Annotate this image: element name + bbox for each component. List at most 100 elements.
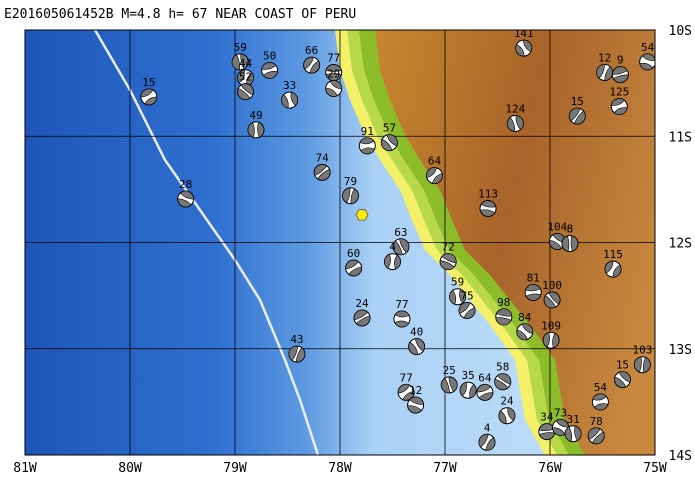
depth-label: 100 bbox=[542, 279, 562, 292]
compressional-quadrant bbox=[542, 332, 550, 348]
depth-label: 44 bbox=[239, 57, 253, 70]
focal-mechanism: 4 bbox=[478, 421, 496, 451]
depth-label: 58 bbox=[496, 361, 509, 374]
compressional-quadrant bbox=[329, 80, 343, 90]
compressional-quadrant bbox=[643, 356, 651, 373]
compressional-quadrant bbox=[394, 310, 410, 318]
compressional-quadrant bbox=[426, 167, 437, 178]
compressional-quadrant bbox=[574, 425, 582, 442]
compressional-quadrant bbox=[177, 198, 192, 208]
compressional-quadrant bbox=[507, 407, 516, 421]
depth-label: 59 bbox=[234, 41, 247, 54]
compressional-quadrant bbox=[140, 88, 154, 98]
compressional-quadrant bbox=[179, 190, 194, 200]
depth-label: 31 bbox=[566, 413, 579, 426]
depth-label: 35 bbox=[461, 369, 474, 382]
focal-mechanism: 25 bbox=[440, 364, 458, 394]
compressional-quadrant bbox=[478, 392, 494, 401]
depth-label: 84 bbox=[518, 311, 532, 324]
compressional-quadrant bbox=[612, 74, 629, 83]
compressional-quadrant bbox=[325, 64, 342, 72]
compressional-quadrant bbox=[548, 291, 561, 305]
compressional-quadrant bbox=[458, 302, 471, 314]
depth-label: 75 bbox=[460, 290, 473, 303]
focal-mechanism: 12 bbox=[596, 52, 614, 81]
compressional-quadrant bbox=[494, 378, 509, 390]
focal-mechanism: 15 bbox=[613, 359, 631, 389]
compressional-quadrant bbox=[497, 373, 512, 385]
focal-mechanism: 98 bbox=[495, 296, 513, 326]
compressional-quadrant bbox=[476, 384, 492, 393]
focal-mechanism: 60 bbox=[345, 247, 363, 277]
focal-mechanism: 72 bbox=[439, 241, 457, 271]
depth-label: 72 bbox=[442, 241, 455, 254]
depth-label: 15 bbox=[142, 76, 155, 89]
compressional-quadrant bbox=[612, 264, 622, 278]
focal-mechanism: 54 bbox=[639, 41, 655, 71]
focal-mechanism: 78 bbox=[587, 415, 605, 445]
compressional-quadrant bbox=[498, 410, 507, 424]
lat-label: 12S bbox=[669, 237, 692, 252]
depth-label: 60 bbox=[347, 247, 360, 260]
frame bbox=[24, 29, 656, 456]
focal-mechanism: 115 bbox=[603, 248, 623, 278]
compressional-quadrant bbox=[439, 260, 455, 271]
focal-mechanism: 125 bbox=[609, 86, 629, 115]
compressional-quadrant bbox=[592, 393, 607, 401]
depth-label: 66 bbox=[305, 44, 318, 57]
title: E201605061452B M=4.8 h= 67 NEAR COAST OF… bbox=[4, 7, 356, 22]
depth-label: 52 bbox=[239, 71, 252, 84]
compressional-quadrant bbox=[345, 259, 359, 270]
focal-mechanism: 124 bbox=[505, 103, 526, 132]
compressional-quadrant bbox=[459, 288, 466, 304]
focal-mechanism: 8 bbox=[561, 223, 579, 253]
depth-label: 77 bbox=[327, 52, 340, 65]
focal-mechanism: 35 bbox=[459, 369, 477, 399]
compressional-quadrant bbox=[288, 345, 299, 361]
depth-label: 15 bbox=[571, 95, 584, 108]
compressional-quadrant bbox=[543, 295, 557, 309]
compressional-quadrant bbox=[448, 376, 458, 393]
focal-mechanism: 43 bbox=[288, 333, 306, 363]
compressional-quadrant bbox=[303, 56, 314, 70]
compressional-quadrant bbox=[394, 320, 410, 328]
focal-mechanism: 74 bbox=[313, 151, 331, 181]
focal-mechanism: 113 bbox=[478, 188, 498, 217]
focal-mechanism: 40 bbox=[408, 326, 426, 356]
focal-mechanism: 103 bbox=[632, 344, 652, 374]
lat-label: 10S bbox=[669, 24, 692, 39]
focal-mechanism: 59 bbox=[449, 276, 467, 306]
compressional-quadrant bbox=[353, 309, 369, 321]
compressional-quadrant bbox=[240, 53, 249, 70]
focal-mechanism: 28 bbox=[177, 178, 195, 208]
compressional-quadrant bbox=[257, 122, 265, 138]
compressional-quadrant bbox=[480, 200, 497, 208]
focal-mechanism: 33 bbox=[281, 79, 299, 109]
depth-label: 4 bbox=[484, 421, 491, 434]
lat-label: 14S bbox=[669, 449, 692, 464]
depth-label: 8 bbox=[567, 223, 574, 236]
compressional-quadrant bbox=[237, 88, 251, 100]
depth-label: 78 bbox=[590, 415, 603, 428]
depth-label: 109 bbox=[541, 319, 561, 332]
compressional-quadrant bbox=[409, 396, 424, 405]
compressional-quadrant bbox=[593, 403, 609, 411]
compressional-quadrant bbox=[521, 323, 534, 334]
depth-label: 81 bbox=[527, 271, 540, 284]
compressional-quadrant bbox=[459, 382, 467, 397]
depth-label: 54 bbox=[641, 41, 655, 54]
compressional-quadrant bbox=[359, 137, 375, 145]
depth-label: 113 bbox=[478, 188, 498, 201]
compressional-quadrant bbox=[399, 238, 410, 254]
compressional-quadrant bbox=[507, 116, 516, 132]
compressional-quadrant bbox=[639, 62, 654, 71]
compressional-quadrant bbox=[240, 83, 254, 96]
compressional-quadrant bbox=[641, 53, 655, 61]
lon-label: 80W bbox=[118, 461, 142, 476]
depth-label: 29 bbox=[327, 67, 340, 80]
focal-mechanism: 59 bbox=[231, 41, 249, 71]
